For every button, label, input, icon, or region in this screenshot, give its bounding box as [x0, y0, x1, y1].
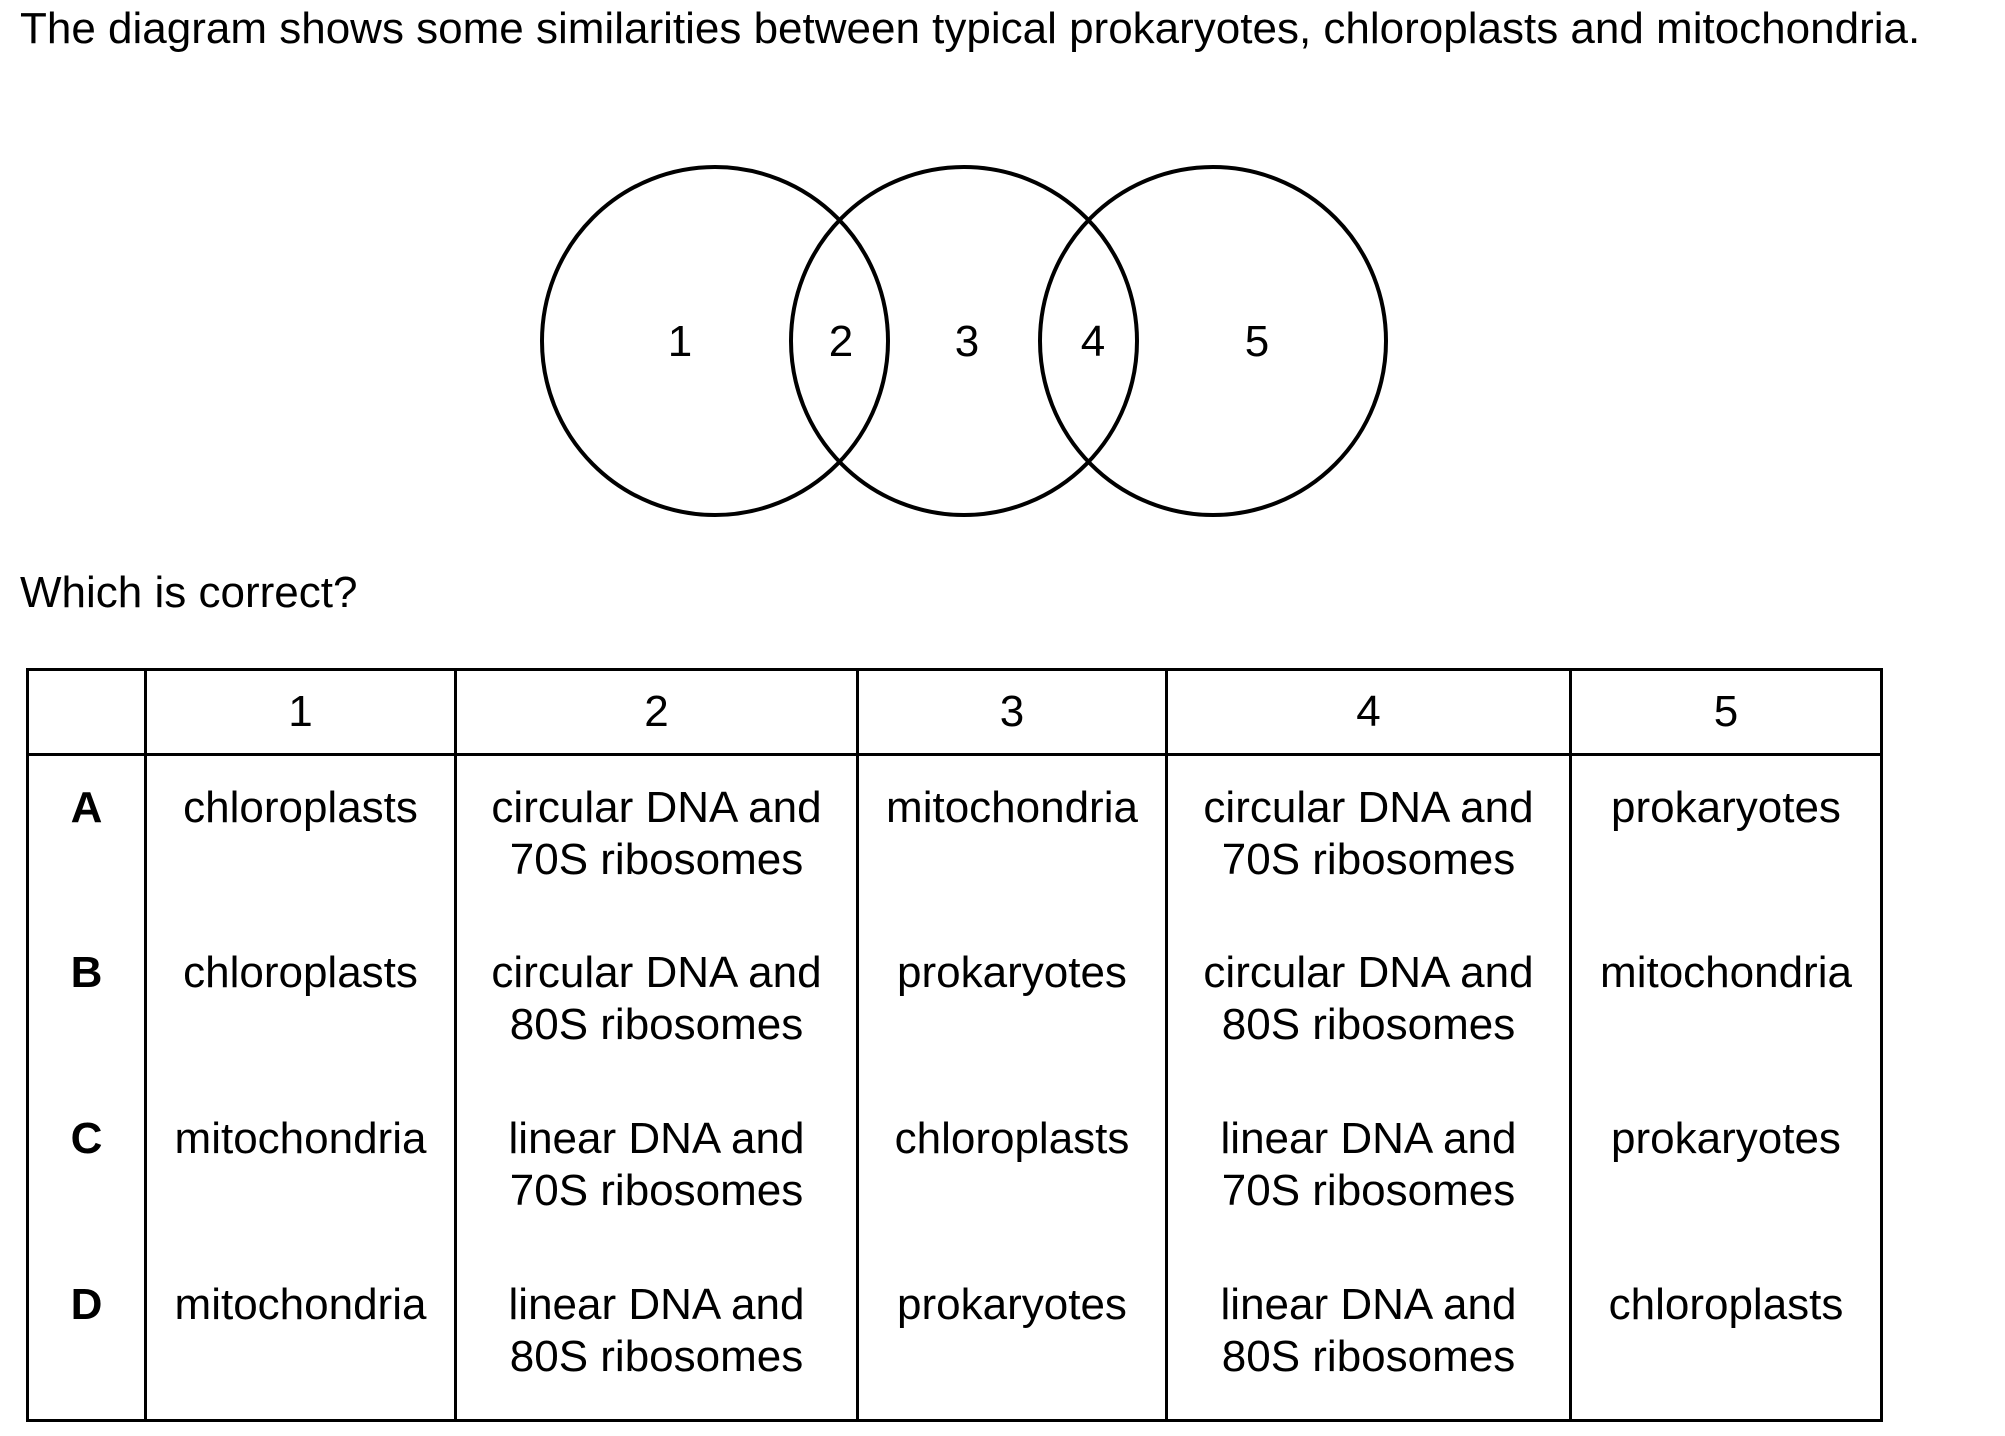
venn-region-5: 5 — [1245, 317, 1269, 366]
venn-circle-right — [1038, 165, 1388, 517]
option-key-b: B — [26, 920, 147, 1087]
cell-d-2: linear DNA and 80S ribosomes — [454, 1252, 859, 1422]
venn-region-4: 4 — [1081, 317, 1105, 366]
cell-c-1: mitochondria — [144, 1086, 457, 1253]
cell-d-1: mitochondria — [144, 1252, 457, 1422]
cell-a-4-line-2: 70S ribosomes — [1221, 835, 1516, 884]
table-row-d: D mitochondria linear DNA and 80S riboso… — [26, 1252, 1883, 1422]
venn-region-1: 1 — [668, 317, 692, 366]
cell-d-4: linear DNA and 80S ribosomes — [1165, 1252, 1572, 1422]
header-region-2: 2 — [454, 668, 859, 756]
header-region-3: 3 — [856, 668, 1168, 756]
cell-c-5: prokaryotes — [1569, 1086, 1883, 1253]
cell-b-5: mitochondria — [1569, 920, 1883, 1087]
question-prompt: Which is correct? — [20, 568, 358, 617]
header-region-4: 4 — [1165, 668, 1572, 756]
answer-table: 1 2 3 4 5 A chloroplasts circular DNA an… — [26, 668, 1883, 1422]
table-row-a: A chloroplasts circular DNA and 70S ribo… — [26, 754, 1883, 921]
cell-d-4-line-1: linear DNA and — [1220, 1279, 1517, 1329]
venn-diagram: 1 2 3 4 5 — [540, 165, 1388, 517]
cell-a-2-line-1: circular DNA and — [491, 783, 822, 832]
header-region-1: 1 — [144, 668, 457, 756]
cell-b-2: circular DNA and 80S ribosomes — [454, 920, 859, 1087]
venn-region-3: 3 — [955, 317, 979, 366]
table-row-b: B chloroplasts circular DNA and 80S ribo… — [26, 920, 1883, 1087]
cell-b-4-line-2: 80S ribosomes — [1221, 999, 1516, 1049]
cell-c-4-line-1: linear DNA and — [1220, 1113, 1517, 1163]
cell-c-4-line-2: 70S ribosomes — [1221, 1165, 1516, 1215]
venn-circle-left — [540, 165, 890, 517]
cell-c-4: linear DNA and 70S ribosomes — [1165, 1086, 1572, 1253]
cell-a-4-line-1: circular DNA and — [1203, 783, 1534, 832]
header-region-5: 5 — [1569, 668, 1883, 756]
cell-b-1: chloroplasts — [144, 920, 457, 1087]
cell-a-2-line-2: 70S ribosomes — [509, 835, 804, 884]
cell-a-4: circular DNA and 70S ribosomes — [1165, 754, 1572, 921]
cell-b-2-line-1: circular DNA and — [491, 947, 822, 997]
question-intro: The diagram shows some similarities betw… — [20, 4, 1921, 53]
cell-d-5: chloroplasts — [1569, 1252, 1883, 1422]
cell-c-3: chloroplasts — [856, 1086, 1168, 1253]
option-key-a: A — [26, 754, 147, 921]
option-key-c: C — [26, 1086, 147, 1253]
table-header-row: 1 2 3 4 5 — [26, 668, 1883, 756]
venn-region-2: 2 — [829, 317, 853, 366]
cell-c-2: linear DNA and 70S ribosomes — [454, 1086, 859, 1253]
cell-a-2: circular DNA and 70S ribosomes — [454, 754, 859, 921]
cell-d-4-line-2: 80S ribosomes — [1221, 1331, 1516, 1381]
cell-d-2-line-1: linear DNA and — [508, 1279, 805, 1329]
header-blank — [26, 668, 147, 756]
cell-c-2-line-1: linear DNA and — [508, 1113, 805, 1163]
venn-circle-middle — [789, 165, 1139, 517]
cell-a-1: chloroplasts — [144, 754, 457, 921]
cell-b-4-line-1: circular DNA and — [1203, 947, 1534, 997]
table-row-c: C mitochondria linear DNA and 70S riboso… — [26, 1086, 1883, 1253]
cell-a-3: mitochondria — [856, 754, 1168, 921]
cell-b-2-line-2: 80S ribosomes — [509, 999, 804, 1049]
cell-d-3: prokaryotes — [856, 1252, 1168, 1422]
cell-b-4: circular DNA and 80S ribosomes — [1165, 920, 1572, 1087]
cell-b-3: prokaryotes — [856, 920, 1168, 1087]
cell-c-2-line-2: 70S ribosomes — [509, 1165, 804, 1215]
cell-d-2-line-2: 80S ribosomes — [509, 1331, 804, 1381]
option-key-d: D — [26, 1252, 147, 1422]
cell-a-5: prokaryotes — [1569, 754, 1883, 921]
